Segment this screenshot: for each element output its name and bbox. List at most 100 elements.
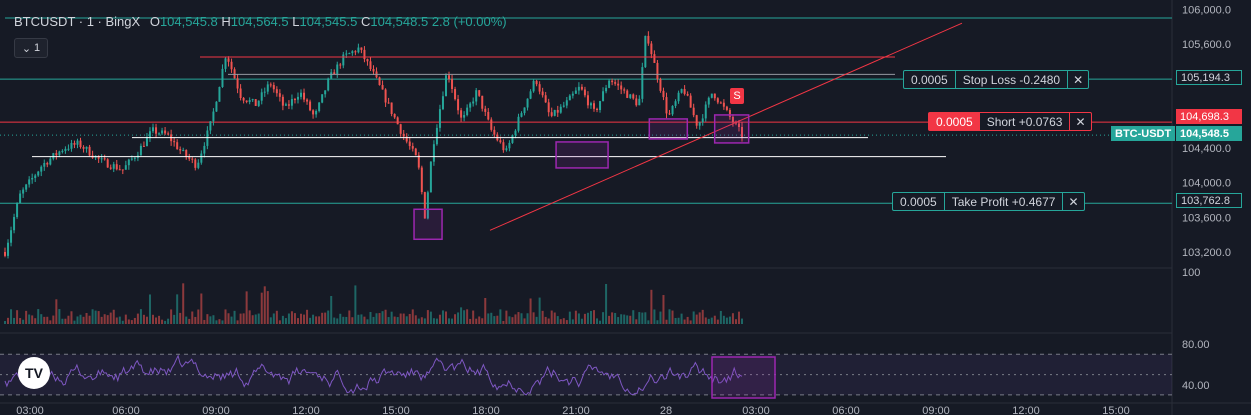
price-tick-label: 106,000.0 — [1182, 4, 1231, 16]
candle-body — [188, 156, 191, 159]
time-tick-label: 06:00 — [112, 405, 140, 415]
volume-bar — [22, 319, 25, 324]
volume-tick-label: 100 — [1182, 267, 1200, 279]
volume-bar — [737, 311, 740, 324]
close-value: 104,548.5 — [370, 14, 429, 29]
candle-body — [444, 75, 447, 97]
volume-bar — [315, 316, 318, 324]
candle-body — [677, 92, 680, 102]
volume-bar — [49, 320, 52, 324]
volume-bar — [136, 313, 139, 324]
time-tick-label: 21:00 — [562, 405, 590, 415]
take-profit-label[interactable]: Take Profit +0.4677 — [945, 193, 1064, 210]
take-profit-close-icon[interactable]: ✕ — [1068, 194, 1079, 209]
volume-bar — [318, 316, 321, 324]
volume-bar — [487, 313, 490, 324]
candle-body — [130, 158, 133, 160]
short-close-icon[interactable]: ✕ — [1075, 114, 1086, 129]
stop-loss-close-icon[interactable]: ✕ — [1073, 72, 1084, 87]
candle-body — [106, 159, 109, 168]
symbol-name: BTCUSDT · 1 · BingX — [14, 14, 141, 29]
candle-body — [263, 91, 266, 93]
volume-bar — [25, 310, 28, 324]
short-order[interactable]: 0.0005 Short +0.0763 ✕ — [928, 112, 1092, 131]
volume-bar — [239, 313, 242, 324]
candle-body — [683, 89, 686, 94]
candle-body — [112, 164, 115, 169]
take-profit-qty[interactable]: 0.0005 — [893, 193, 945, 210]
candle-body — [73, 142, 76, 145]
volume-bar — [330, 296, 333, 324]
volume-bar — [580, 318, 583, 324]
volume-bar — [233, 310, 236, 324]
candle-body — [351, 51, 354, 54]
candle-body — [737, 123, 740, 128]
high-key: H — [221, 14, 231, 29]
take-profit-order[interactable]: 0.0005 Take Profit +0.4677 ✕ — [892, 192, 1085, 211]
candle-body — [215, 101, 218, 112]
candle-body — [212, 111, 215, 122]
candle-body — [614, 82, 617, 84]
candle-body — [206, 130, 209, 146]
candle-body — [629, 94, 632, 98]
time-tick-label: 03:00 — [742, 405, 770, 415]
short-qty[interactable]: 0.0005 — [929, 113, 980, 130]
volume-bar — [37, 309, 40, 324]
candle-body — [13, 217, 16, 231]
short-price-tag: 104,698.3 — [1176, 109, 1242, 124]
time-tick-label: 12:00 — [292, 405, 320, 415]
candle-body — [121, 169, 124, 171]
candle-body — [396, 117, 399, 125]
time-axis[interactable]: 03:00 06:00 09:00 12:00 15:00 18:00 21:00 28 03:… — [16, 405, 1130, 415]
volume-bar — [592, 310, 595, 324]
candle-body — [508, 142, 511, 149]
sell-signal-marker[interactable]: S — [730, 88, 744, 104]
short-label[interactable]: Short +0.0763 — [979, 113, 1071, 130]
candle-body — [731, 116, 734, 123]
volume-bar — [553, 312, 556, 324]
candle-body — [623, 89, 626, 91]
price-axis[interactable]: 106,000.0 105,600.0 104,400.0 104,000.0 103,… — [1182, 4, 1231, 391]
volume-bar — [127, 319, 130, 324]
candle-body — [502, 142, 505, 151]
candle-body — [662, 90, 665, 98]
stop-loss-label[interactable]: Stop Loss -0.2480 — [956, 71, 1069, 88]
candle-body — [562, 105, 565, 107]
candle-body — [152, 127, 155, 132]
candle-body — [330, 72, 333, 79]
stop-loss-qty[interactable]: 0.0005 — [904, 71, 956, 88]
volume-bar — [523, 318, 526, 324]
time-tick-label: 09:00 — [922, 405, 950, 415]
volume-bar — [490, 312, 493, 324]
candles[interactable] — [4, 31, 743, 259]
volume-bar — [176, 294, 179, 324]
volume-bar — [725, 317, 728, 324]
volume-bar — [203, 319, 206, 324]
volume-bar — [387, 317, 390, 324]
volume-bar — [215, 320, 218, 324]
volume-bar — [306, 309, 309, 324]
candle-body — [402, 133, 405, 137]
volume-bar — [221, 320, 224, 324]
volume-bar — [731, 313, 734, 324]
candle-body — [182, 150, 185, 152]
legend-toggle-button[interactable]: ⌄ 1 — [14, 38, 48, 58]
volume-bar — [605, 283, 608, 324]
candle-body — [499, 140, 502, 143]
candle-body — [155, 127, 158, 134]
tradingview-logo[interactable]: TV — [18, 357, 50, 389]
stop-loss-order[interactable]: 0.0005 Stop Loss -0.2480 ✕ — [903, 70, 1090, 89]
volume-bar — [514, 314, 517, 324]
volume-bar — [713, 315, 716, 324]
change-value: 2.8 (+0.00%) — [431, 14, 507, 29]
candle-body — [656, 62, 659, 80]
candle-body — [16, 203, 19, 218]
volume-bar — [429, 311, 432, 324]
candle-body — [608, 80, 611, 88]
drawings[interactable] — [5, 17, 1172, 241]
volume-bar — [484, 297, 487, 324]
candle-body — [665, 97, 668, 114]
candle-body — [378, 77, 381, 86]
